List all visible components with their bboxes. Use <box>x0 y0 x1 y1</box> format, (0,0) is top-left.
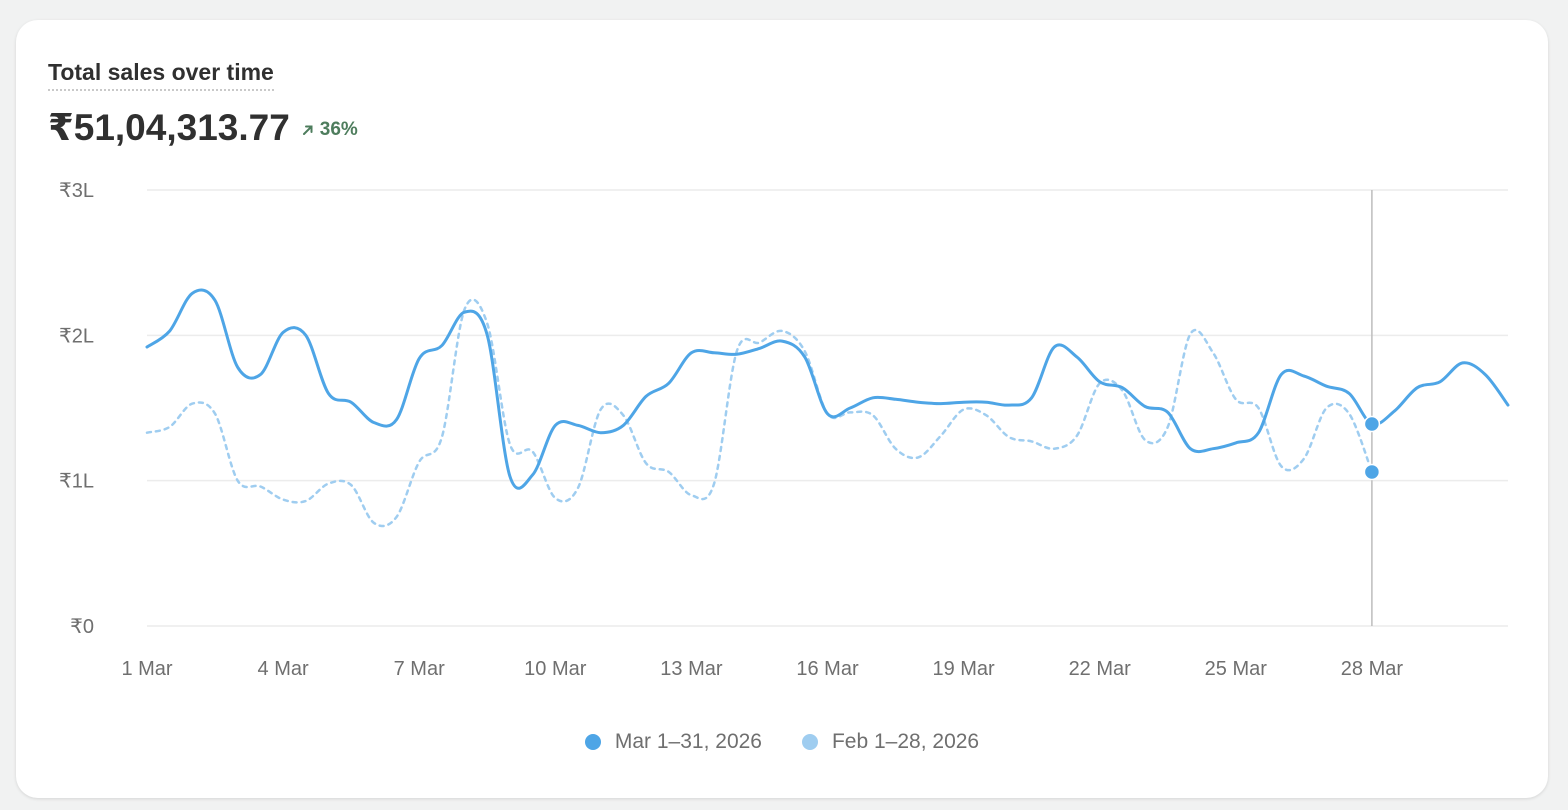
legend-item-current[interactable]: Mar 1–31, 2026 <box>584 730 762 754</box>
series-line-current <box>145 288 1510 490</box>
grid-lines <box>147 189 1508 627</box>
y-tick-label: ₹3L <box>59 180 94 202</box>
hover-crosshair <box>1363 190 1381 626</box>
delta-badge: 36% <box>302 119 358 141</box>
y-tick-label: ₹1L <box>59 471 94 493</box>
x-tick-label: 7 Mar <box>394 658 445 680</box>
legend-dot-previous <box>801 734 818 750</box>
legend-dot-current <box>584 734 601 750</box>
x-tick-label: 10 Mar <box>524 658 587 680</box>
x-tick-label: 4 Mar <box>258 658 309 680</box>
legend-label-current: Mar 1–31, 2026 <box>614 730 762 753</box>
card-title[interactable]: Total sales over time <box>48 58 274 91</box>
y-axis: ₹0 ₹1L ₹2L ₹3L <box>59 180 94 638</box>
y-tick-label: ₹2L <box>59 325 94 347</box>
x-tick-label: 16 Mar <box>796 658 859 680</box>
y-tick-label: ₹0 <box>70 616 94 638</box>
x-tick-label: 1 Mar <box>121 658 172 680</box>
arrow-up-right-icon <box>302 125 313 135</box>
x-tick-label: 19 Mar <box>932 658 995 680</box>
x-tick-label: 22 Mar <box>1069 658 1132 680</box>
x-axis: 1 Mar 4 Mar 7 Mar 10 Mar 13 Mar 16 Mar 19 Mar 2… <box>121 658 1403 680</box>
hover-point-previous <box>1363 463 1381 481</box>
chart-legend: Mar 1–31, 2026 Feb 1–28, 2026 <box>16 730 1548 754</box>
series-line-previous <box>145 298 1374 528</box>
x-tick-label: 25 Mar <box>1205 658 1268 680</box>
hover-point-current <box>1363 415 1381 433</box>
x-tick-label: 13 Mar <box>660 658 723 680</box>
series-lines <box>145 288 1510 528</box>
sales-line-chart[interactable]: ₹0₹1L₹2L₹3L 1 Mar 4 Mar 7 Mar 10 Mar 13 Mar 1… <box>16 20 1548 798</box>
legend-label-previous: Feb 1–28, 2026 <box>831 730 980 753</box>
x-tick-label: 28 Mar <box>1341 658 1404 680</box>
delta-value: 36% <box>319 119 358 140</box>
metric-row: ₹51,04,313.77 36% <box>48 106 358 150</box>
legend-item-previous[interactable]: Feb 1–28, 2026 <box>801 730 980 754</box>
sales-card: Total sales over time ₹51,04,313.77 36% … <box>16 20 1548 798</box>
total-sales-value: ₹51,04,313.77 <box>48 107 290 148</box>
